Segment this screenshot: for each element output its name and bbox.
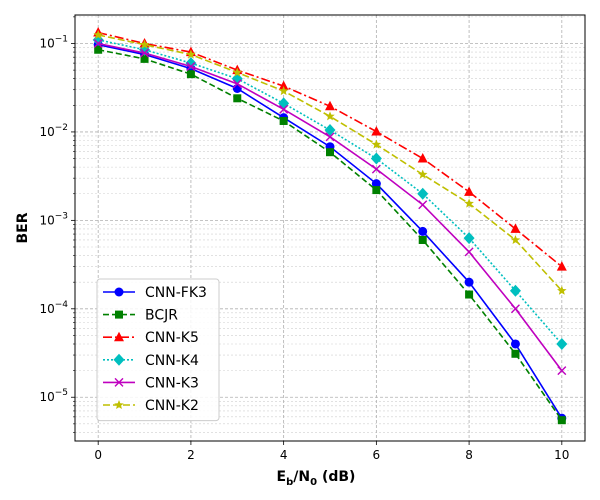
legend-label: CNN-K4 bbox=[145, 353, 199, 369]
x-tick-label: 2 bbox=[187, 448, 195, 462]
x-axis-label-sub2: 0 bbox=[310, 477, 317, 488]
data-point bbox=[511, 349, 520, 358]
x-tick-label: 4 bbox=[280, 448, 288, 462]
legend-entry: CNN-K3 bbox=[103, 375, 199, 391]
data-point bbox=[94, 45, 103, 54]
x-axis-label-mid: /N bbox=[293, 469, 310, 485]
data-point bbox=[370, 152, 382, 165]
data-point bbox=[464, 186, 475, 196]
data-point bbox=[463, 232, 475, 245]
legend: CNN-FK3 BCJR CNN-K5 CNN-K4 CNN-K3 CNN-K2 bbox=[96, 278, 220, 422]
legend-entry: CNN-K2 bbox=[103, 398, 199, 414]
data-point bbox=[464, 198, 474, 208]
series-cnn-k2 bbox=[93, 29, 567, 295]
data-point bbox=[139, 39, 150, 49]
data-point bbox=[418, 235, 427, 244]
y-tick-label: 10−2 bbox=[39, 123, 68, 139]
legend-marker bbox=[115, 310, 123, 319]
data-point bbox=[186, 61, 196, 71]
plot-frame bbox=[74, 14, 586, 442]
data-point bbox=[418, 200, 428, 210]
data-point bbox=[371, 139, 382, 149]
x-axis-label: Eb/N0 (dB) bbox=[277, 469, 356, 488]
data-point bbox=[232, 79, 242, 89]
y-tick-label: 10−1 bbox=[39, 34, 68, 50]
x-axis-label-sub1: b bbox=[286, 477, 293, 488]
legend-label: CNN-K5 bbox=[145, 330, 199, 346]
x-axis-label-base1: E bbox=[277, 469, 287, 485]
legend-entry: CNN-K4 bbox=[103, 353, 199, 369]
legend-entry: BCJR bbox=[103, 308, 178, 324]
data-point bbox=[417, 169, 428, 179]
x-tick-label: 6 bbox=[373, 448, 381, 462]
data-point bbox=[324, 124, 336, 137]
data-point bbox=[232, 67, 243, 77]
data-point bbox=[510, 339, 520, 349]
axis-ticks: 10−1 10−2 10−3 10−4 10−5 0 2 4 6 8 10 bbox=[39, 16, 569, 462]
data-point bbox=[417, 153, 428, 163]
data-point bbox=[186, 70, 195, 79]
x-tick-label: 0 bbox=[94, 448, 102, 462]
y-tick-label: 10−4 bbox=[39, 300, 68, 316]
data-point bbox=[464, 247, 474, 257]
data-point bbox=[278, 80, 289, 91]
legend-box bbox=[96, 278, 220, 422]
data-point bbox=[93, 29, 103, 39]
data-point bbox=[371, 164, 381, 174]
data-point bbox=[140, 54, 149, 63]
legend-marker bbox=[114, 331, 124, 342]
legend-marker bbox=[114, 287, 124, 297]
data-point bbox=[279, 116, 288, 125]
legend-entry: CNN-FK3 bbox=[103, 285, 207, 301]
data-point bbox=[557, 416, 566, 425]
data-point bbox=[556, 337, 568, 350]
data-point bbox=[233, 94, 242, 103]
data-point bbox=[92, 33, 104, 46]
data-point bbox=[510, 304, 520, 314]
x-tick-label: 10 bbox=[554, 448, 569, 462]
data-point bbox=[372, 186, 381, 195]
series-bcjr bbox=[94, 45, 566, 425]
legend-marker bbox=[113, 353, 125, 366]
data-point bbox=[417, 187, 429, 200]
data-point bbox=[325, 100, 335, 111]
legend-marker bbox=[114, 400, 124, 410]
data-point bbox=[418, 226, 428, 236]
data-point bbox=[371, 179, 381, 189]
y-tick-label: 10−5 bbox=[39, 388, 68, 404]
legend-label: CNN-FK3 bbox=[145, 285, 207, 301]
legend-label: BCJR bbox=[145, 308, 178, 324]
data-point bbox=[510, 234, 521, 245]
data-point bbox=[93, 39, 103, 48]
y-axis-label: BER bbox=[15, 212, 31, 243]
data-point bbox=[326, 148, 334, 157]
series-layer bbox=[92, 27, 568, 425]
x-tick-label: 8 bbox=[465, 448, 473, 462]
legend-entry: CNN-K5 bbox=[103, 330, 199, 346]
data-point bbox=[510, 223, 521, 233]
data-point bbox=[556, 261, 567, 271]
data-point bbox=[465, 290, 474, 299]
x-axis-label-tail: (dB) bbox=[317, 469, 355, 485]
data-point bbox=[557, 366, 567, 376]
legend-label: CNN-K2 bbox=[145, 398, 199, 414]
series-line bbox=[98, 34, 563, 292]
y-tick-label: 10−3 bbox=[39, 211, 68, 227]
data-point bbox=[325, 111, 335, 121]
data-point bbox=[186, 49, 196, 59]
data-point bbox=[140, 48, 150, 58]
data-point bbox=[464, 277, 474, 287]
data-point bbox=[279, 104, 289, 114]
data-point bbox=[509, 284, 521, 297]
data-point bbox=[557, 285, 567, 295]
data-point bbox=[325, 132, 335, 142]
data-point bbox=[371, 126, 382, 136]
series-cnn-k3 bbox=[93, 39, 567, 376]
legend-marker bbox=[114, 377, 124, 387]
data-point bbox=[278, 86, 289, 96]
legend-label: CNN-K3 bbox=[145, 375, 199, 391]
